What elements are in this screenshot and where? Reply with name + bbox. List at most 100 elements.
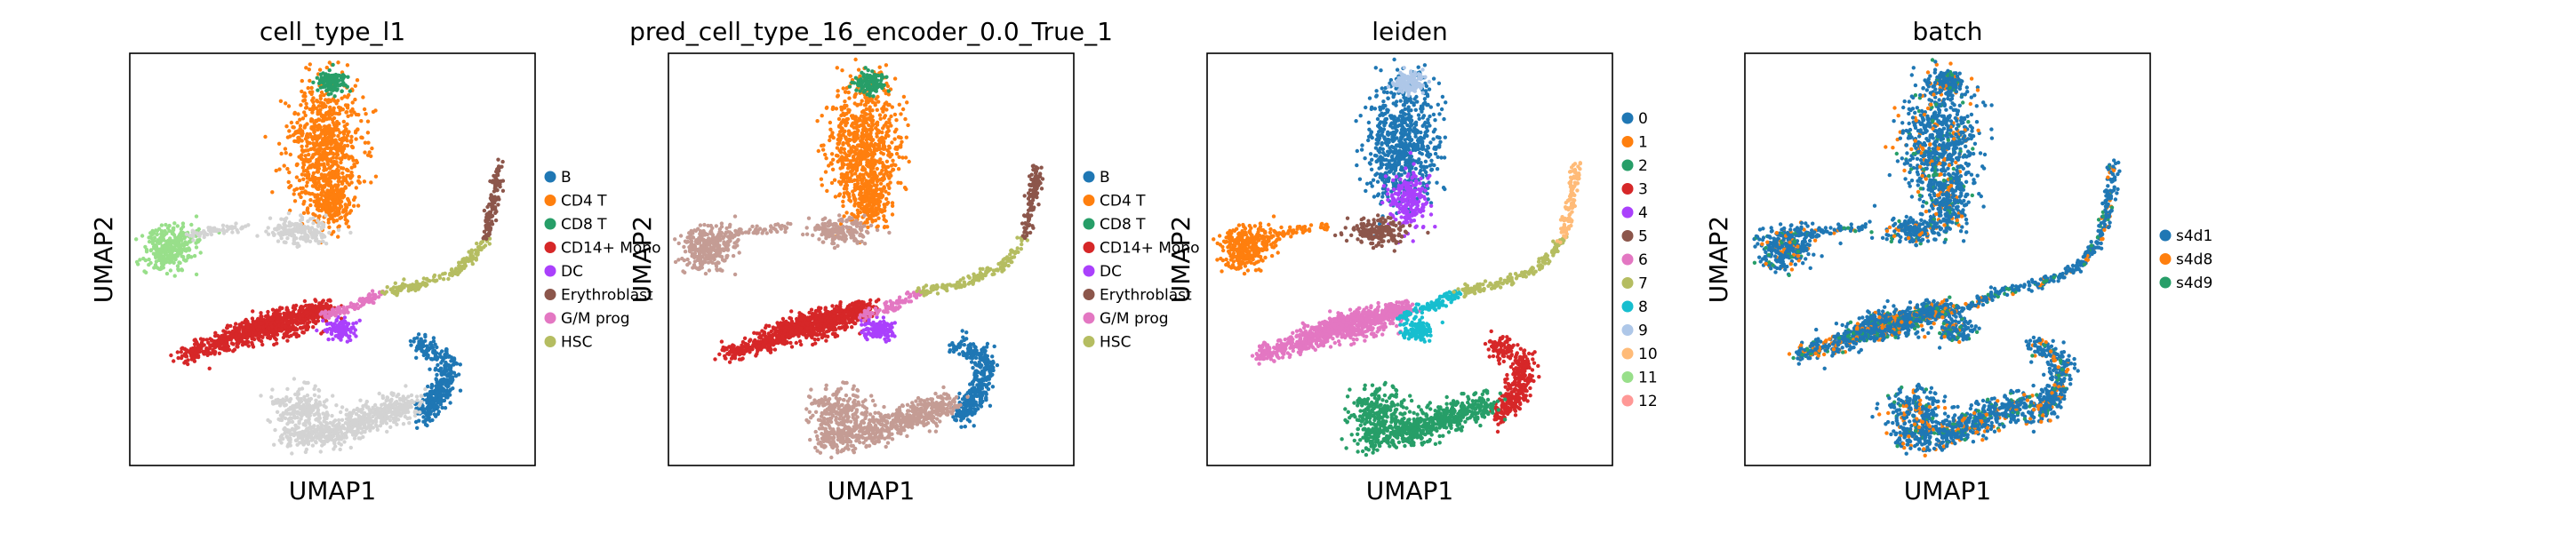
scatter-point xyxy=(342,94,347,99)
scatter-point xyxy=(373,423,379,427)
scatter-point xyxy=(314,119,319,123)
scatter-point xyxy=(316,123,322,128)
scatter-point xyxy=(311,99,316,105)
scatter-point xyxy=(862,167,868,171)
scatter-point xyxy=(416,332,421,337)
scatter-point xyxy=(481,245,486,250)
scatter-point xyxy=(327,432,332,436)
scatter-point xyxy=(388,408,392,412)
scatter-point xyxy=(349,134,354,139)
scatter-point xyxy=(335,323,340,328)
scatter-point xyxy=(351,197,356,203)
scatter-point xyxy=(322,419,326,424)
scatter-point xyxy=(332,133,336,138)
scatter-point xyxy=(314,185,318,190)
scatter-point xyxy=(900,107,906,112)
scatter-point xyxy=(277,224,282,228)
scatter-point xyxy=(284,101,288,106)
scatter-point xyxy=(340,418,345,422)
scatter-point xyxy=(493,218,499,223)
scatter-point xyxy=(829,152,835,156)
scatter-point xyxy=(141,256,146,261)
scatter-point xyxy=(837,148,842,153)
scatter-point xyxy=(175,264,180,268)
scatter-point xyxy=(444,346,449,352)
scatter-point xyxy=(339,160,343,165)
scatter-point xyxy=(349,113,354,117)
scatter-point xyxy=(400,282,405,287)
scatter-point xyxy=(315,328,319,333)
scatter-point xyxy=(316,147,321,152)
scatter-point xyxy=(290,451,294,456)
scatter-point xyxy=(265,322,269,326)
scatter-point xyxy=(348,415,353,419)
scatter-point xyxy=(448,368,453,372)
scatter-point xyxy=(276,141,282,146)
scatter-point xyxy=(334,162,339,166)
scatter-point xyxy=(328,181,332,187)
scatter-point xyxy=(326,116,332,121)
scatter-point xyxy=(331,151,335,155)
scatter-point xyxy=(492,175,498,179)
scatter-point xyxy=(296,112,300,116)
scatter-point xyxy=(170,245,174,250)
scatter-point xyxy=(316,224,321,228)
scatter-point xyxy=(298,404,303,409)
scatter-point xyxy=(311,408,316,412)
scatter-point xyxy=(271,402,276,406)
scatter-point xyxy=(323,412,328,417)
scatter-point xyxy=(380,290,385,294)
scatter-point xyxy=(845,157,850,163)
scatter-point xyxy=(275,401,279,405)
scatter-point xyxy=(856,128,860,133)
scatter-point xyxy=(297,243,301,248)
scatter-point xyxy=(224,339,228,345)
scatter-point xyxy=(417,418,421,423)
scatter-point xyxy=(348,334,352,338)
scatter-point xyxy=(844,180,848,185)
scatter-point xyxy=(906,123,910,128)
scatter-point xyxy=(500,159,505,164)
cluster-cd8 xyxy=(311,62,352,99)
scatter-point xyxy=(324,126,328,131)
scatter-point xyxy=(430,400,435,405)
scatter-point xyxy=(894,127,899,131)
scatter-point xyxy=(316,127,320,132)
scatter-point xyxy=(300,148,305,153)
scatter-point xyxy=(294,438,300,442)
scatter-point xyxy=(316,177,322,181)
scatter-point xyxy=(262,332,267,337)
scatter-point xyxy=(266,335,270,340)
scatter-point xyxy=(324,213,328,218)
scatter-point xyxy=(342,315,348,320)
scatter-point xyxy=(467,259,471,264)
scatter-point xyxy=(340,424,345,428)
scatter-point xyxy=(473,248,478,252)
scatter-point xyxy=(282,218,286,222)
scatter-point xyxy=(340,432,345,436)
scatter-point xyxy=(836,116,842,122)
scatter-point xyxy=(380,416,384,421)
scatter-point xyxy=(294,187,300,191)
scatter-point xyxy=(308,78,312,84)
scatter-point xyxy=(304,310,308,314)
scatter-point xyxy=(873,101,877,106)
scatter-point xyxy=(432,404,436,409)
scatter-point xyxy=(362,107,367,112)
scatter-point xyxy=(891,158,895,163)
scatter-point xyxy=(234,332,238,337)
scatter-point xyxy=(340,157,344,162)
scatter-point xyxy=(348,109,353,114)
scatter-point xyxy=(316,170,320,174)
scatter-point xyxy=(152,235,157,240)
scatter-point xyxy=(281,436,285,442)
scatter-point xyxy=(889,123,893,128)
scatter-point xyxy=(424,398,428,402)
scatter-point xyxy=(234,221,238,226)
scatter-point xyxy=(426,346,430,350)
scatter-point xyxy=(280,323,284,328)
scatter-point xyxy=(375,427,380,432)
scatter-point xyxy=(904,135,908,139)
scatter-point xyxy=(288,440,292,444)
scatter-point xyxy=(415,426,420,430)
